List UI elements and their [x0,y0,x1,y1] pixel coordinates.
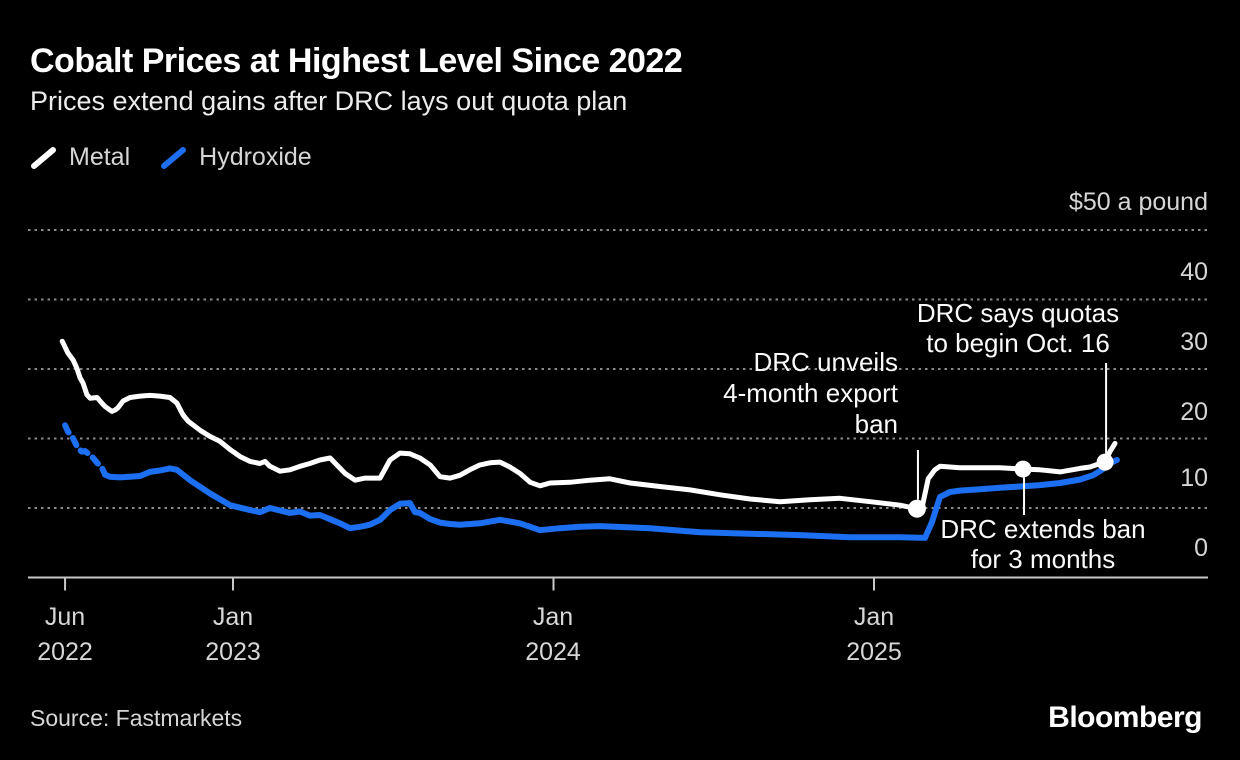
annotation-line: DRC unveils [753,347,899,377]
y-axis-label-50: $50 a pound [1068,188,1208,216]
hydroxide-line [102,457,1120,541]
page-title: Cobalt Prices at Highest Level Since 202… [30,42,683,80]
annotation-export-ban: DRC unveils 4-month export ban [723,347,898,440]
annotation-line: to begin Oct. 16 [926,328,1110,358]
bloomberg-logo: Bloomberg [1048,701,1202,734]
annotation-line: ban [854,409,898,439]
legend-item-hydroxide: Hydroxide [160,143,312,172]
hydroxide-line-swatch-icon [161,146,187,169]
x-tick-month: Jan [532,603,574,631]
legend-label-metal: Metal [69,143,131,171]
x-axis-label-jan-2024: Jan 2024 [493,600,613,670]
y-axis-label-30: 30 [1180,328,1208,356]
x-tick-year: 2025 [846,638,902,666]
legend-label-hydroxide: Hydroxide [199,143,312,171]
y-axis-label-10: 10 [1180,464,1208,492]
annotation-ban-extended: DRC extends ban for 3 months [878,514,1208,574]
x-tick-month: Jan [853,603,895,631]
legend: Metal Hydroxide [30,143,312,172]
annotation-line: for 3 months [970,544,1116,574]
source-credit: Source: Fastmarkets [30,705,243,731]
metal-line-swatch-icon [31,146,56,169]
legend-item-metal: Metal [30,143,130,172]
x-axis-label-jun-2022: Jun 2022 [5,600,125,670]
x-axis-label-jan-2023: Jan 2023 [173,600,293,670]
x-tick-month: Jun [44,603,86,631]
x-tick-year: 2024 [525,638,581,666]
page-subtitle: Prices extend gains after DRC lays out q… [30,86,628,116]
x-tick-year: 2023 [205,638,261,666]
annotation-quotas: DRC says quotas to begin Oct. 16 [853,298,1183,358]
x-tick-year: 2022 [37,638,93,666]
y-axis-label-40: 40 [1180,258,1208,286]
event-marker [1014,460,1032,478]
y-axis-label-20: 20 [1180,398,1208,426]
annotation-line: DRC says quotas [916,298,1120,328]
hydroxide-line-dashed-head [62,422,109,478]
event-marker [1096,453,1114,471]
annotation-line: 4-month export [723,378,898,408]
x-tick-month: Jan [212,603,254,631]
y-axis-label-0: 0 [1194,534,1208,562]
annotation-line: DRC extends ban [940,514,1146,544]
x-axis-label-jan-2025: Jan 2025 [814,600,934,670]
event-marker [907,499,926,518]
